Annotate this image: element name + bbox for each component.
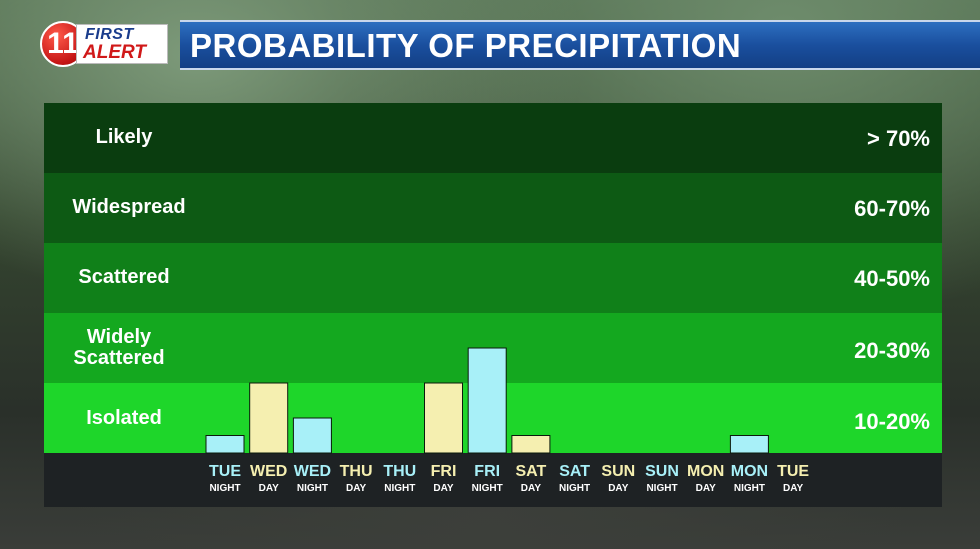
tick-label-day: SUN [601, 463, 635, 480]
tick-label-day: SAT [559, 463, 590, 480]
bar-wed-day [249, 382, 289, 454]
tick-label-day: FRI [474, 463, 500, 480]
bar-tue-night [205, 435, 245, 454]
tick-label-day: FRI [431, 463, 457, 480]
band-label-scattered: Scattered [78, 266, 170, 288]
first-alert-logo: 11 FIRST ALERT [40, 21, 170, 68]
x-axis-bar [44, 453, 942, 507]
tick-label-day: TUE [209, 463, 241, 480]
bar-sat-day [511, 435, 551, 454]
tick-label-day: WED [250, 463, 287, 480]
title-bar: PROBABILITY OF PRECIPITATION [180, 20, 980, 70]
tick-label-day: WED [294, 463, 331, 480]
bar-mon-night [729, 435, 769, 454]
tick-label-day: TUE [777, 463, 809, 480]
logo-first-text: FIRST [85, 26, 134, 43]
tick-label-part: DAY [259, 483, 280, 494]
tick-label-part: DAY [783, 483, 804, 494]
tick-label-part: DAY [433, 483, 454, 494]
band-range-scattered: 40-50% [854, 266, 930, 291]
band-label-widespread: Widespread [72, 196, 186, 218]
tick-label-part: DAY [608, 483, 629, 494]
band-scattered: Scattered 40-50% [44, 243, 942, 313]
tick-label-day: SUN [645, 463, 679, 480]
page-title: PROBABILITY OF PRECIPITATION [190, 27, 742, 64]
tick-label-part: DAY [696, 483, 717, 494]
bar-fri-night [467, 347, 507, 454]
tick-label-part: NIGHT [384, 483, 415, 494]
band-label-isolated: Isolated [86, 407, 162, 429]
tick-label-part: DAY [346, 483, 367, 494]
tick-label-day: THU [340, 463, 373, 480]
tick-label-part: DAY [521, 483, 542, 494]
tick-label-part: NIGHT [646, 483, 677, 494]
band-label-likely: Likely [95, 126, 153, 148]
tick-label-day: THU [383, 463, 416, 480]
bars-layer: TUE NIGHT WED DAY WED NIGHT THU DAY THU NIGHT FRI D… [205, 347, 809, 494]
tick-label-day: MON [731, 463, 768, 480]
first-alert-wordmark: FIRST ALERT [76, 24, 168, 64]
band-range-likely: > 70% [867, 126, 930, 151]
bar-wed-night [292, 417, 332, 454]
tick-label-part: NIGHT [297, 483, 328, 494]
band-label-widely-scattered: Widely Scattered [73, 326, 165, 369]
tick-label-part: NIGHT [472, 483, 503, 494]
band-range-widespread: 60-70% [854, 196, 930, 221]
tick-label-part: NIGHT [209, 483, 240, 494]
band-range-widely-scattered: 20-30% [854, 338, 930, 363]
tick-label-part: NIGHT [734, 483, 765, 494]
precipitation-chart: Likely > 70% Widespread 60-70% Scattered… [44, 103, 942, 507]
tick-label-day: MON [687, 463, 724, 480]
tick-label-part: NIGHT [559, 483, 590, 494]
tick-label-day: SAT [515, 463, 546, 480]
band-widespread: Widespread 60-70% [44, 173, 942, 243]
logo-alert-text: ALERT [83, 42, 146, 63]
band-likely: Likely > 70% [44, 103, 942, 173]
band-range-isolated: 10-20% [854, 409, 930, 434]
bar-fri-day [424, 382, 463, 454]
